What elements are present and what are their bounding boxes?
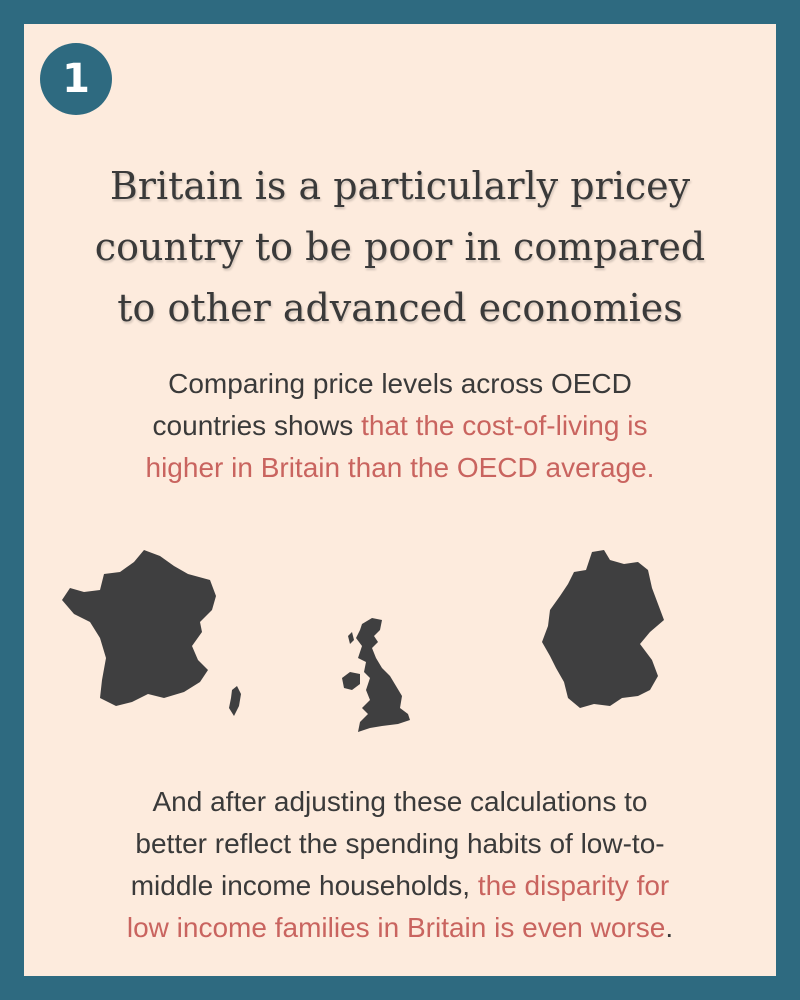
intro-text: countries shows xyxy=(152,410,362,441)
conclusion-text: . xyxy=(665,912,674,943)
headline: Britain is a particularly pricey country… xyxy=(40,156,760,339)
conclusion-text: better reflect the spending habits of lo… xyxy=(135,828,665,859)
uk-map-icon xyxy=(338,616,418,736)
conclusion-text: And after adjusting these calculations t… xyxy=(152,786,648,817)
intro-highlight: that the cost-of-living is xyxy=(361,410,648,441)
conclusion-highlight: the disparity for xyxy=(477,870,670,901)
headline-line: to other advanced economies xyxy=(117,286,683,330)
info-card xyxy=(24,24,776,976)
conclusion-paragraph: And after adjusting these calculations t… xyxy=(70,781,730,949)
conclusion-highlight: low income families in Britain is even w… xyxy=(126,912,666,943)
headline-line: Britain is a particularly pricey xyxy=(109,164,691,208)
germany-map-icon xyxy=(540,548,675,713)
step-number-badge: 1 xyxy=(40,43,112,115)
france-map-icon xyxy=(60,548,250,720)
conclusion-text: middle income households, xyxy=(130,870,478,901)
intro-text: Comparing price levels across OECD xyxy=(168,368,632,399)
headline-line: country to be poor in compared xyxy=(94,225,706,269)
intro-highlight: higher in Britain than the OECD average. xyxy=(145,452,655,483)
intro-paragraph: Comparing price levels across OECD count… xyxy=(70,363,730,489)
